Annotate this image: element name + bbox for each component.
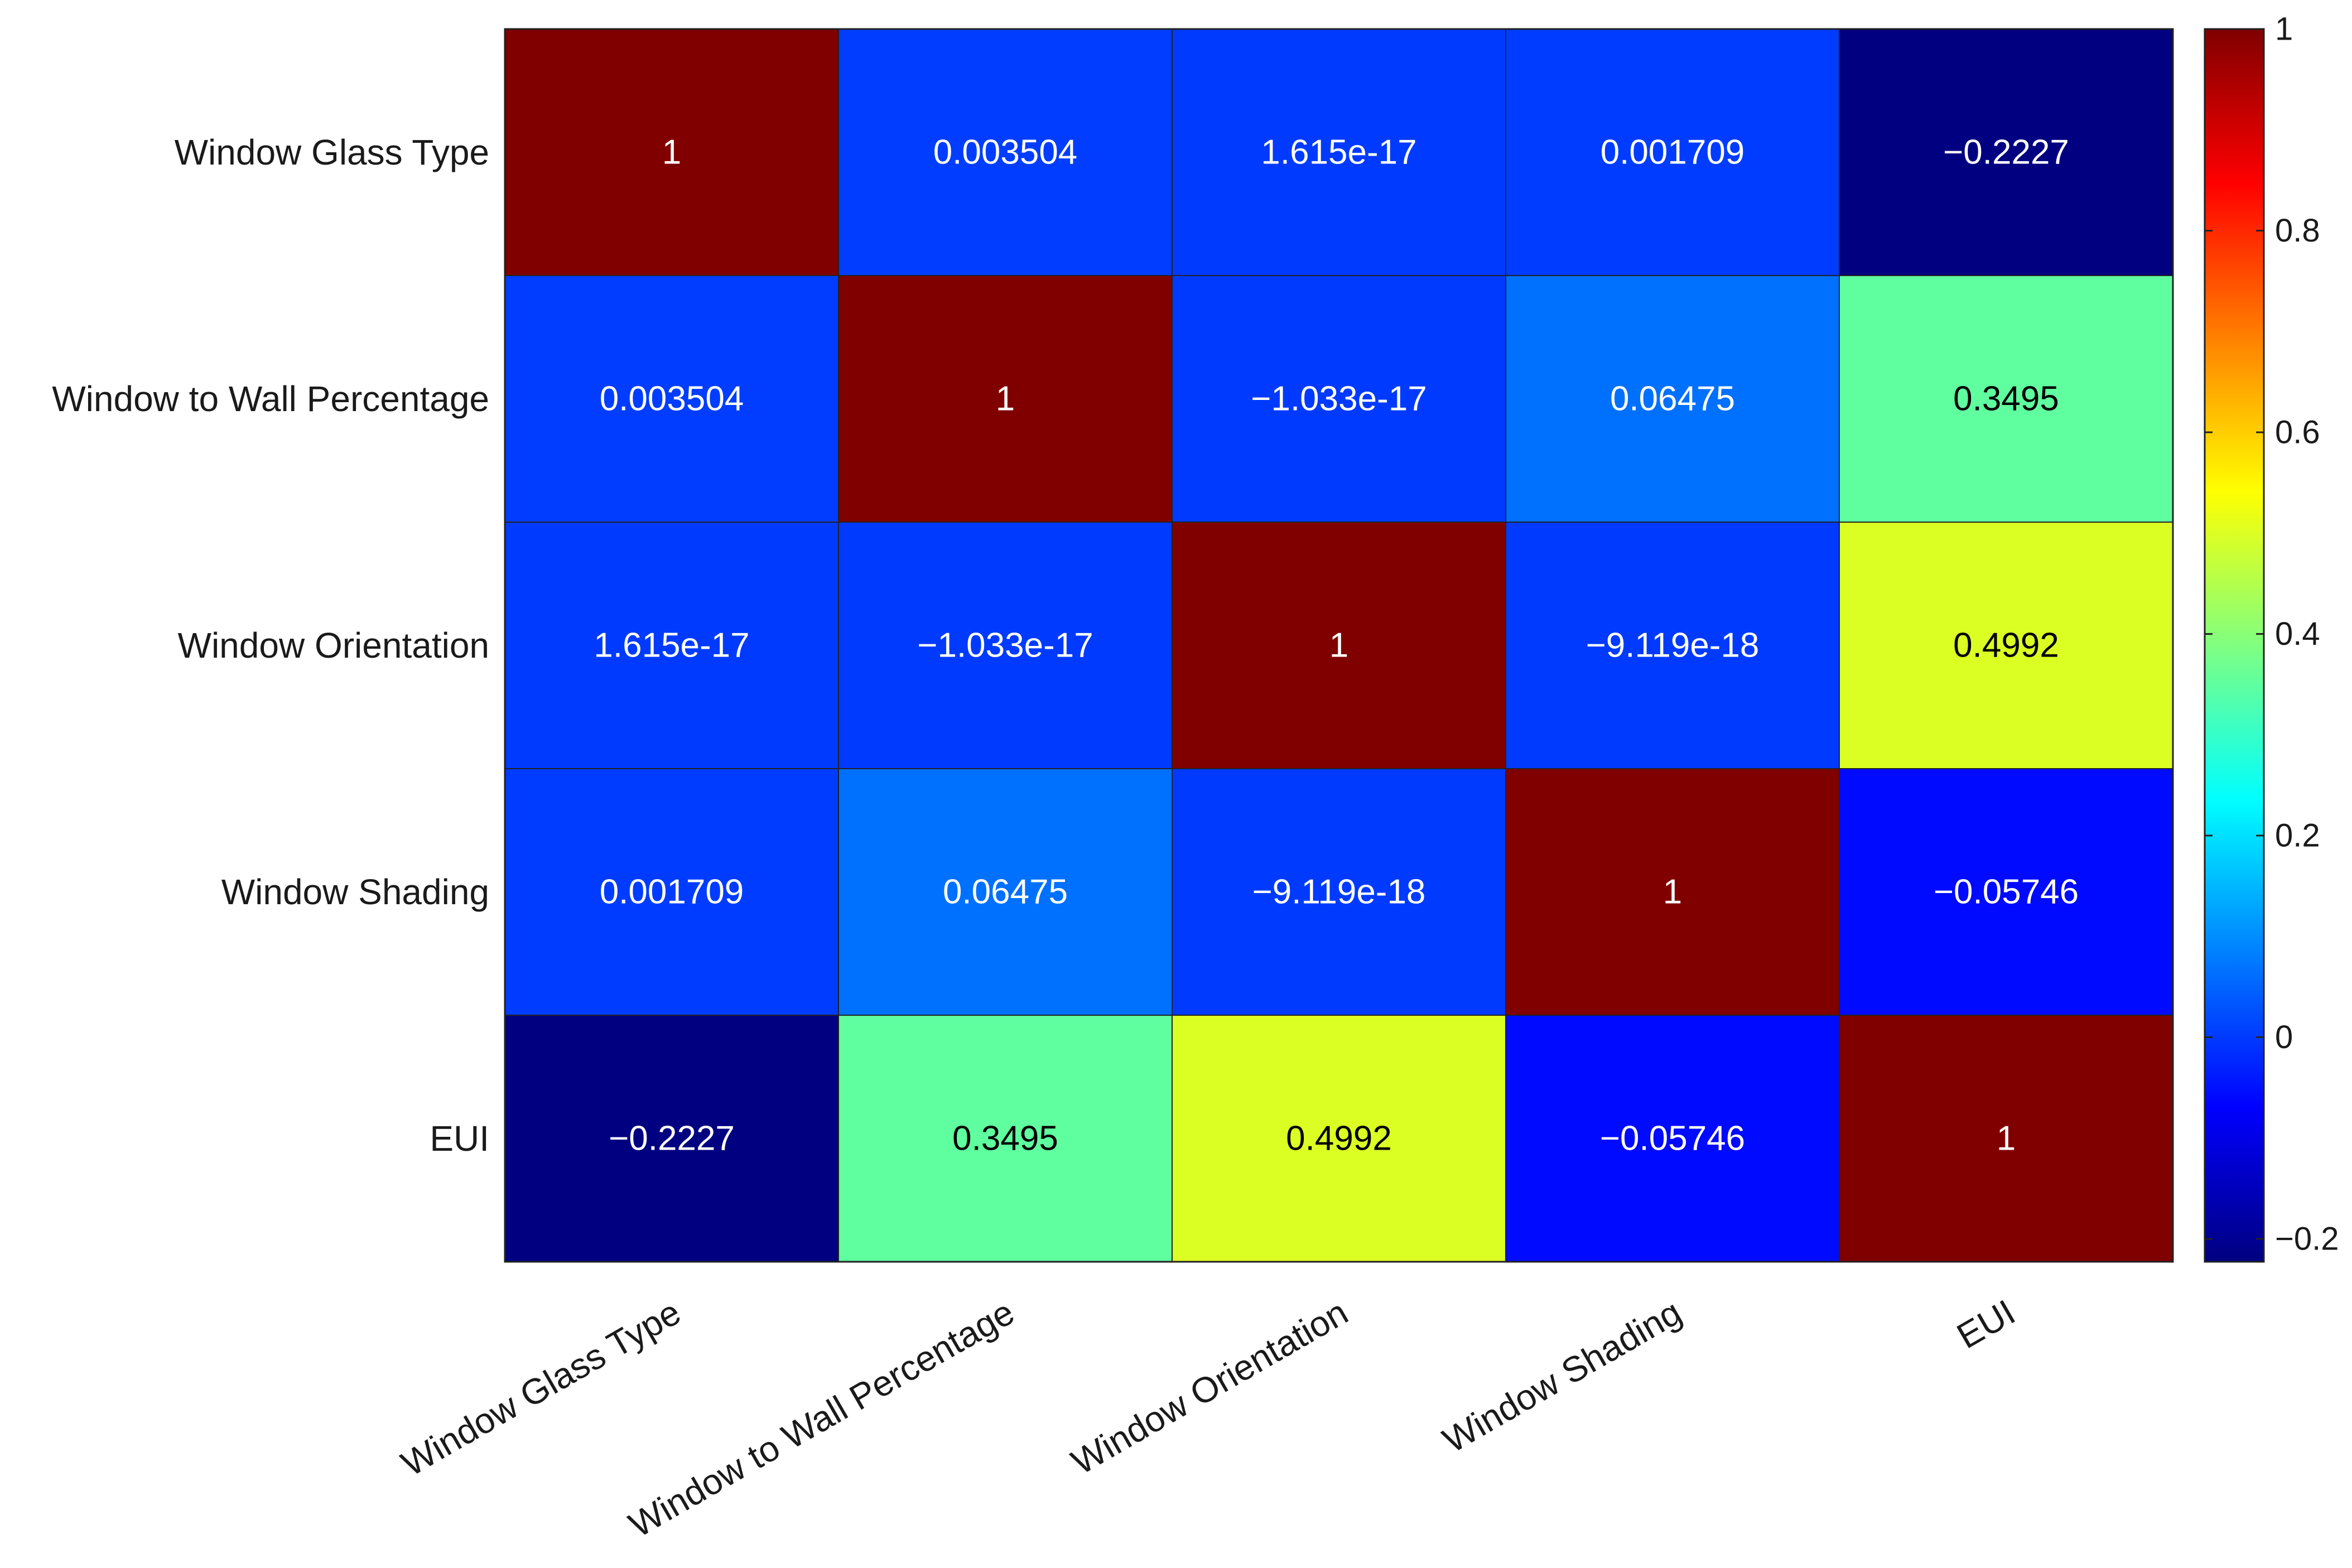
- heatmap-cell: −9.119e-18: [1172, 768, 1506, 1016]
- heatmap-cell-rect: [1172, 275, 1506, 523]
- heatmap-cell-rect: [838, 768, 1173, 1016]
- row-label: Window to Wall Percentage: [52, 379, 489, 419]
- heatmap-cell: 1: [1172, 522, 1506, 769]
- heatmap-cell: −0.2227: [1839, 28, 2173, 276]
- heatmap-cell-label: 1: [996, 380, 1015, 418]
- heatmap-cell-label: 1.615e-17: [1261, 133, 1416, 172]
- heatmap-cell-rect: [504, 1015, 839, 1262]
- colorbar-tick-label: 1: [2275, 11, 2293, 47]
- heatmap-cell-rect: [1839, 522, 2173, 769]
- heatmap-cell-label: −9.119e-18: [1252, 873, 1426, 911]
- heatmap-cell: −1.033e-17: [838, 522, 1173, 769]
- heatmap-cell: 0.001709: [504, 768, 839, 1016]
- colorbar-tick-label: 0.4: [2275, 616, 2320, 652]
- heatmap-cell-label: 0.4992: [1286, 1120, 1392, 1158]
- heatmap-cell-label: −0.2227: [609, 1120, 735, 1158]
- colorbar: 1 0.8 0.6 0.4 0.2 0 −0.2: [2204, 11, 2339, 1263]
- heatmap-cell: 0.06475: [838, 768, 1173, 1016]
- heatmap-cell-rect: [1505, 768, 1840, 1016]
- heatmap-cell: −0.05746: [1505, 1015, 1840, 1262]
- heatmap-cell-rect: [838, 28, 1173, 276]
- heatmap-cell-label: −0.05746: [1600, 1120, 1745, 1158]
- heatmap-cell-label: 0.001709: [600, 873, 744, 911]
- heatmap-cell: −0.05746: [1839, 768, 2173, 1016]
- colorbar-tick-label: 0.8: [2275, 213, 2320, 249]
- heatmap-cell-label: 1: [1329, 626, 1348, 665]
- row-label: EUI: [430, 1118, 489, 1159]
- heatmap-cell-label: 1.615e-17: [594, 626, 749, 665]
- heatmap-cell-label: −9.119e-18: [1586, 626, 1760, 665]
- heatmap-cell: 0.003504: [504, 275, 839, 523]
- heatmap-cell: 0.06475: [1505, 275, 1840, 523]
- heatmap-cell: 0.3495: [838, 1015, 1173, 1262]
- heatmap-cell: 1: [838, 275, 1173, 523]
- heatmap-cell: 1: [1505, 768, 1840, 1016]
- plot-frame: [504, 28, 2174, 1263]
- heatmap-cell: 0.001709: [1505, 28, 1840, 276]
- heatmap-cell-rect: [1839, 275, 2173, 523]
- heatmap-cell-rect: [838, 275, 1173, 523]
- colorbar-tick-label: 0.6: [2275, 414, 2320, 450]
- column-label: Window Shading: [1436, 1292, 1688, 1460]
- heatmap-cell-label: 0.06475: [1610, 380, 1735, 418]
- heatmap-cell: 1.615e-17: [504, 522, 839, 769]
- heatmap-cell-rect: [1839, 768, 2173, 1016]
- heatmap-cell: 0.003504: [838, 28, 1173, 276]
- heatmap-cell-rect: [1505, 522, 1840, 769]
- heatmap-cell: 0.3495: [1839, 275, 2173, 523]
- column-label: EUI: [1950, 1292, 2022, 1357]
- heatmap-cell-label: −0.2227: [1943, 133, 2069, 172]
- heatmap-cell-label: −1.033e-17: [1251, 380, 1426, 418]
- heatmap-cell: 1: [1839, 1015, 2173, 1262]
- colorbar-tick-label: 0: [2275, 1019, 2293, 1055]
- heatmap-cell: −0.2227: [504, 1015, 839, 1262]
- heatmap-cell-rect: [1839, 1015, 2173, 1262]
- heatmap-cell-label: −1.033e-17: [917, 626, 1093, 665]
- colorbar-gradient: [2204, 28, 2265, 1263]
- heatmap-cell-label: 1: [1997, 1120, 2016, 1158]
- heatmap-cell-label: 0.3495: [1953, 380, 2059, 418]
- row-labels: Window Glass Type Window to Wall Percenta…: [52, 132, 489, 1159]
- heatmap-cell-rect: [1172, 768, 1506, 1016]
- heatmap-cell: 0.4992: [1839, 522, 2173, 769]
- row-label: Window Glass Type: [175, 132, 489, 172]
- heatmap-cell-rect: [504, 275, 839, 523]
- heatmap-cell-rect: [1172, 522, 1506, 769]
- heatmap-cell: 1: [504, 28, 839, 276]
- heatmap-cell: 1.615e-17: [1172, 28, 1506, 276]
- heatmap-cell-label: 1: [1663, 873, 1682, 911]
- heatmap-cell-rect: [1172, 1015, 1506, 1262]
- column-label: Window Glass Type: [394, 1292, 687, 1484]
- heatmap-cell-label: 0.001709: [1601, 133, 1745, 172]
- column-label: Window to Wall Percentage: [622, 1292, 1021, 1545]
- heatmap-cell-label: −0.05746: [1934, 873, 2079, 911]
- row-label: Window Shading: [221, 872, 489, 912]
- heatmap-cell-label: 0.4992: [1953, 626, 2059, 665]
- heatmap-cell-rect: [504, 28, 839, 276]
- heatmap-cell: 0.4992: [1172, 1015, 1506, 1262]
- heatmap-cell-rect: [838, 1015, 1173, 1262]
- heatmap-cell-label: 1: [662, 133, 681, 172]
- row-label: Window Orientation: [178, 625, 489, 665]
- colorbar-tick-label: 0.2: [2275, 817, 2320, 853]
- heatmap-cell-label: 0.06475: [943, 873, 1068, 911]
- heatmap-cell: −1.033e-17: [1172, 275, 1506, 523]
- heatmap-cell-label: 0.003504: [933, 133, 1078, 172]
- heatmap-cell-label: 0.003504: [600, 380, 744, 418]
- heatmap-cell-rect: [838, 522, 1173, 769]
- heatmap-cell-rect: [1505, 28, 1840, 276]
- heatmap-cell-rect: [1839, 28, 2173, 276]
- heatmap-cell: −9.119e-18: [1505, 522, 1840, 769]
- heatmap-cells: 1 0.003504 1.615e-17 0.001709 −0.2227 0.00350…: [504, 28, 2174, 1263]
- column-label: Window Orientation: [1064, 1292, 1355, 1483]
- heatmap-cell-label: 0.3495: [952, 1120, 1058, 1158]
- colorbar-tick-label: −0.2: [2275, 1220, 2339, 1257]
